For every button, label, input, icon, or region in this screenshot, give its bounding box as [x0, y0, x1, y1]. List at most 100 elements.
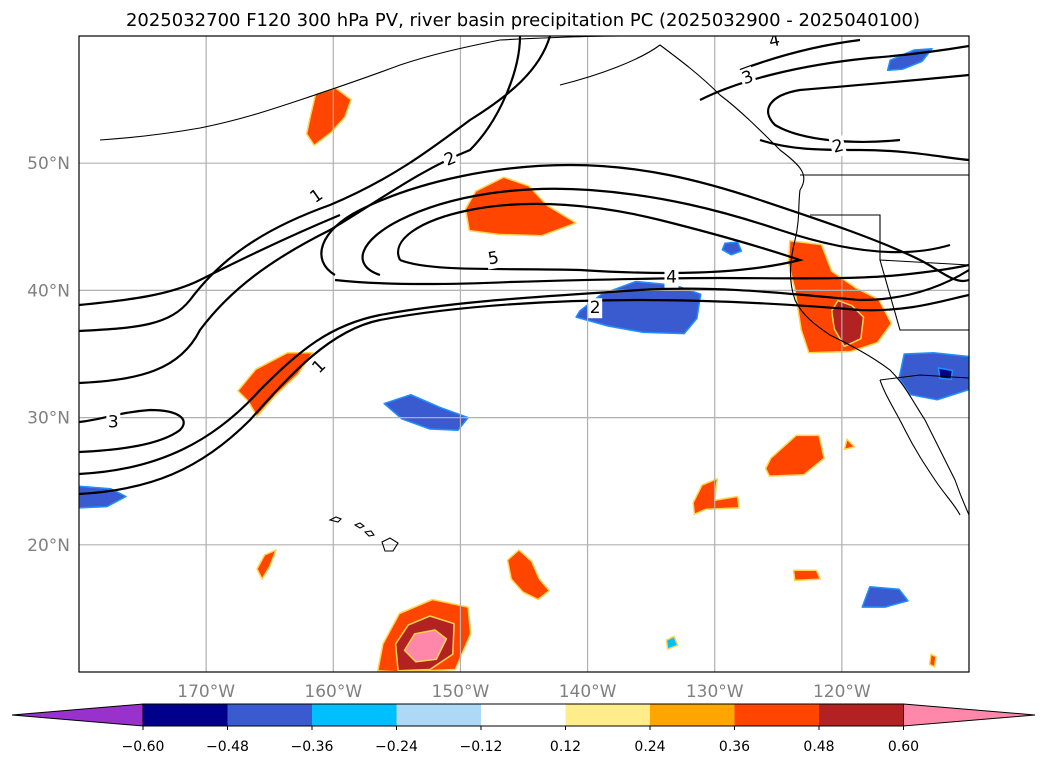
pv-contour-label-bg	[307, 354, 332, 379]
latitude-tick-label: 30°N	[27, 409, 70, 429]
latitude-tick-label: 20°N	[27, 536, 70, 556]
mexico-border	[879, 374, 969, 381]
longitude-tick-label: 120°W	[813, 682, 871, 702]
longitude-tick-label: 140°W	[559, 682, 617, 702]
pv-contour-3-ne	[699, 44, 969, 101]
pv-contour-label: 5	[486, 248, 500, 270]
pv-contour-4-ne	[739, 38, 861, 72]
longitude-tick-label: 150°W	[432, 682, 490, 702]
colorbar-tick-label: −0.60	[122, 739, 165, 755]
pv-contour-label: 2	[590, 298, 601, 318]
pv-contour-label: 3	[108, 413, 119, 433]
colorbar-segment	[396, 704, 482, 726]
colorbar-segment	[481, 704, 566, 726]
precip-area-east-subtropic-positive	[764, 434, 825, 477]
precip-area-baja-core-negative	[937, 367, 954, 381]
precip-area-west-small-positive	[256, 549, 277, 580]
gridlines	[79, 36, 969, 672]
colorbar-tick-label: 0.48	[803, 739, 834, 755]
colorbar-segment	[227, 704, 313, 726]
pv-contour-label-bg	[737, 66, 758, 90]
precip-area-hawaii-tiny-negative	[665, 635, 679, 650]
precip-area-mexico-tiny-positive	[928, 653, 937, 668]
precipitation-layer	[79, 47, 969, 672]
colorbar-segment	[565, 704, 651, 726]
colorbar-segment	[734, 704, 820, 726]
longitude-tick-label: 170°W	[177, 682, 235, 702]
pv-contour-label-bg	[440, 147, 461, 172]
pv-contour-4-south	[334, 263, 969, 286]
hawaii-islands	[328, 516, 399, 552]
colorbar-tick-label: 0.12	[550, 739, 581, 755]
figure-title: 2025032700 F120 300 hPa PV, river basin …	[126, 10, 920, 31]
colorbar-segment	[143, 704, 228, 726]
pv-contour-2	[79, 36, 522, 385]
colorbar-tick-label: 0.60	[888, 739, 919, 755]
colorbar-tick-label: −0.48	[206, 739, 249, 755]
alaska-coastline	[99, 36, 805, 191]
colorbar-tick-label: −0.12	[460, 739, 503, 755]
pv-contour-label: 4	[767, 30, 782, 52]
colorbar-tick-label: 0.36	[719, 739, 750, 755]
longitude-tick-label: 130°W	[686, 682, 744, 702]
precip-area-south-central-peak	[403, 629, 448, 663]
pv-contour-2-ne	[759, 138, 969, 162]
pv-contour-3	[79, 213, 341, 307]
us-state-border-2	[879, 259, 969, 331]
latitude-tick-label: 50°N	[27, 154, 70, 174]
colorbar-segment	[819, 704, 904, 726]
north-america-west-coast	[789, 189, 969, 516]
longitude-labels: 170°W 160°W 150°W 140°W 130°W 120°W	[177, 682, 871, 702]
precip-area-dateline-negative	[79, 485, 127, 509]
colorbar-extend-low	[11, 703, 144, 727]
colorbar-tick-label: −0.24	[375, 739, 418, 755]
latitude-labels: 50°N 40°N 30°N 20°N	[27, 154, 70, 556]
pv-contour-3-core	[320, 163, 969, 283]
map-frame	[78, 35, 970, 673]
precip-area-subtropical-west-positive	[237, 351, 314, 418]
colorbar-extend-high	[903, 703, 1036, 727]
precip-area-central-negative	[575, 280, 702, 335]
pv-contour-label-bg	[106, 412, 121, 433]
pv-contour-label-bg	[588, 298, 603, 319]
colorbar: −0.60 −0.48 −0.36 −0.24 −0.12 0.12 0.24 0.36 0.4…	[11, 703, 1036, 755]
colorbar-segment	[312, 704, 397, 726]
coastlines	[99, 36, 969, 552]
precip-area-baja-tiny-positive	[843, 438, 856, 451]
baja-coastline	[879, 379, 961, 516]
colorbar-tick-label: 0.24	[634, 739, 665, 755]
latitude-tick-label: 40°N	[27, 281, 70, 301]
precip-area-subtropical-central-negative	[383, 393, 469, 432]
precip-area-baja-south-positive	[792, 569, 821, 582]
colorbar-frame	[142, 703, 904, 727]
pv-contour-label-bg	[664, 267, 679, 288]
precip-area-california-positive	[787, 240, 893, 354]
pv-contour-label: 2	[830, 136, 846, 158]
precip-area-hawaii-south-positive	[506, 549, 551, 601]
precip-area-pacific-nw-negative	[721, 241, 743, 256]
pv-contour-label-bg	[484, 247, 503, 270]
precip-area-hawaii-ne-positive	[692, 477, 740, 516]
longitude-tick-label: 160°W	[304, 682, 362, 702]
colorbar-tick-label: −0.36	[291, 739, 334, 755]
pv-contour-label-bg	[828, 135, 848, 159]
precip-area-bering-positive	[305, 87, 352, 147]
us-state-border-1	[810, 214, 969, 266]
pv-contour-5-core	[397, 202, 804, 275]
pv-contour-1	[79, 36, 552, 333]
colorbar-segment	[650, 704, 735, 726]
pv-contour-label-bg	[305, 184, 329, 209]
pv-contour-2-south	[79, 269, 969, 476]
pv-contour-1-south	[79, 293, 969, 496]
precip-area-mexico-negative	[861, 586, 909, 608]
pv-contours	[79, 36, 969, 496]
pv-contour-4-core	[361, 187, 951, 277]
pv-contour-label-bg	[765, 36, 784, 53]
precip-area-california-core-positive	[830, 299, 865, 348]
precip-area-alaska-panhandle-negative	[886, 47, 933, 72]
pv-contour-label: 4	[666, 268, 677, 288]
